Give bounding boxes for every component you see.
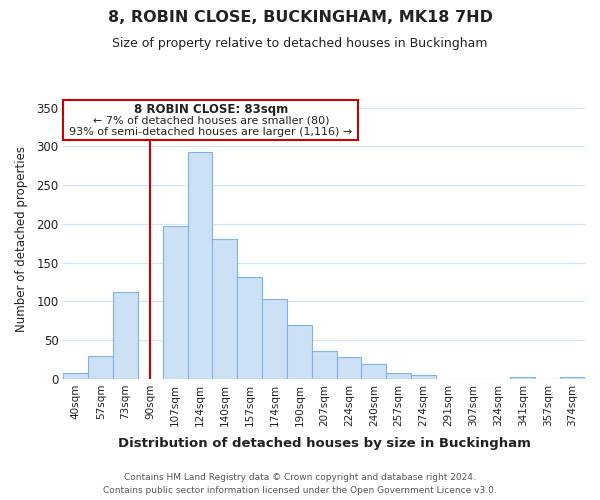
X-axis label: Distribution of detached houses by size in Buckingham: Distribution of detached houses by size … <box>118 437 530 450</box>
Bar <box>212 238 237 379</box>
Bar <box>560 378 585 379</box>
Bar <box>64 374 88 379</box>
Bar <box>511 378 535 379</box>
FancyBboxPatch shape <box>64 100 358 140</box>
Text: ← 7% of detached houses are smaller (80): ← 7% of detached houses are smaller (80) <box>92 116 329 126</box>
Bar <box>361 364 386 379</box>
Bar <box>188 152 212 379</box>
Y-axis label: Number of detached properties: Number of detached properties <box>15 146 28 332</box>
Text: 8, ROBIN CLOSE, BUCKINGHAM, MK18 7HD: 8, ROBIN CLOSE, BUCKINGHAM, MK18 7HD <box>107 10 493 25</box>
Bar <box>287 324 312 379</box>
Text: Size of property relative to detached houses in Buckingham: Size of property relative to detached ho… <box>112 38 488 51</box>
Text: Contains public sector information licensed under the Open Government Licence v3: Contains public sector information licen… <box>103 486 497 495</box>
Text: 93% of semi-detached houses are larger (1,116) →: 93% of semi-detached houses are larger (… <box>69 128 352 138</box>
Bar <box>411 375 436 379</box>
Text: Contains HM Land Registry data © Crown copyright and database right 2024.: Contains HM Land Registry data © Crown c… <box>124 472 476 482</box>
Bar <box>337 357 361 379</box>
Bar <box>237 278 262 379</box>
Bar <box>262 299 287 379</box>
Text: 8 ROBIN CLOSE: 83sqm: 8 ROBIN CLOSE: 83sqm <box>134 103 288 116</box>
Bar <box>113 292 138 379</box>
Bar <box>88 356 113 379</box>
Bar <box>163 226 188 379</box>
Bar <box>386 374 411 379</box>
Bar <box>312 351 337 379</box>
